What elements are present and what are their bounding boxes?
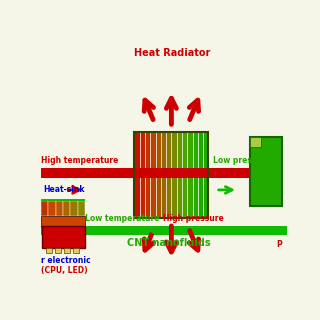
Bar <box>70 201 78 216</box>
Bar <box>73 248 79 253</box>
Text: P: P <box>276 240 282 249</box>
Text: CNT nanofluids: CNT nanofluids <box>127 238 211 248</box>
Bar <box>134 132 140 218</box>
Bar <box>134 132 208 218</box>
Text: Heat Radiator: Heat Radiator <box>134 48 211 58</box>
Text: (CPU, LED): (CPU, LED) <box>41 266 87 275</box>
Bar <box>41 216 85 227</box>
Bar <box>41 167 266 178</box>
Bar <box>41 201 48 216</box>
Bar <box>150 132 156 218</box>
Bar <box>63 201 70 216</box>
Bar <box>55 248 61 253</box>
Bar <box>64 248 70 253</box>
Bar <box>198 132 203 218</box>
Text: Low temperature: Low temperature <box>85 214 159 223</box>
Bar <box>250 137 282 206</box>
Bar <box>161 132 166 218</box>
Bar <box>193 132 198 218</box>
Bar <box>166 132 172 218</box>
Bar <box>42 226 85 248</box>
Bar <box>187 132 193 218</box>
Bar <box>46 248 52 253</box>
Bar <box>41 226 287 235</box>
Bar <box>41 198 85 201</box>
Text: High pressure: High pressure <box>163 214 224 223</box>
Bar <box>48 201 56 216</box>
Bar <box>156 132 161 218</box>
Bar <box>172 132 177 218</box>
Bar <box>140 132 145 218</box>
Bar <box>182 132 187 218</box>
Bar <box>250 137 261 147</box>
Bar <box>56 201 63 216</box>
Text: High temperature: High temperature <box>41 156 118 165</box>
Bar <box>145 132 150 218</box>
Text: Low pressure: Low pressure <box>213 156 271 165</box>
Text: Heat-sink: Heat-sink <box>43 185 85 194</box>
Bar <box>177 132 182 218</box>
Bar <box>203 132 208 218</box>
Bar <box>78 201 85 216</box>
Text: r electronic: r electronic <box>41 256 91 266</box>
